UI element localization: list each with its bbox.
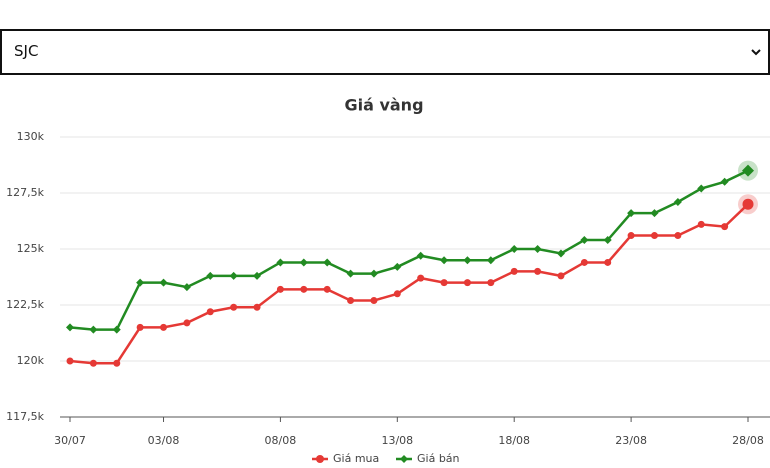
point (89, 359, 97, 367)
point (417, 274, 425, 282)
series-line (69, 169, 749, 331)
point (742, 198, 754, 210)
x-tick-label: 30/07 (54, 434, 86, 447)
point (160, 323, 168, 331)
x-tick-label: 13/08 (381, 434, 413, 447)
point (206, 308, 214, 316)
point (510, 245, 519, 253)
point (650, 232, 658, 240)
point (89, 325, 98, 334)
chevron (751, 49, 761, 56)
legend-label: Giá mua (333, 452, 379, 465)
point (136, 278, 145, 287)
y-tick-label: 120k (17, 354, 45, 367)
point (136, 323, 144, 331)
dropdown-value: SJC (14, 42, 39, 60)
point (300, 285, 308, 293)
point (697, 220, 705, 228)
x-tick-label: 18/08 (498, 434, 530, 447)
point (183, 319, 191, 327)
point (230, 303, 238, 311)
point (229, 271, 238, 280)
legend-label: Giá bán (417, 452, 460, 465)
point (323, 258, 332, 267)
point (463, 256, 472, 265)
point (440, 279, 448, 287)
legend-marker (400, 455, 408, 463)
point (370, 297, 378, 305)
point (66, 323, 74, 332)
chevron-path (751, 49, 761, 56)
point (580, 236, 589, 245)
point (534, 267, 542, 275)
point (627, 232, 635, 240)
series-line (69, 203, 749, 365)
point (393, 290, 401, 298)
point (556, 249, 565, 258)
point (603, 236, 612, 245)
x-tick-label: 08/08 (265, 434, 297, 447)
y-tick-label: 117,5k (6, 410, 44, 423)
point (346, 269, 355, 278)
point (323, 285, 331, 293)
point (697, 184, 706, 193)
point (393, 262, 402, 271)
point (487, 279, 495, 287)
point (557, 272, 565, 280)
y-tick-label: 125k (17, 242, 45, 255)
y-tick-label: 122,5k (6, 298, 44, 311)
point (369, 269, 378, 278)
x-tick-label: 23/08 (615, 434, 647, 447)
point (720, 177, 729, 186)
point (463, 279, 471, 287)
point (627, 209, 636, 218)
y-tick-label: 127,5k (6, 186, 44, 199)
point (440, 256, 449, 265)
legend-marker (316, 455, 324, 463)
point (674, 232, 682, 240)
point (347, 297, 355, 305)
point (721, 223, 729, 231)
point (299, 258, 308, 267)
point (276, 285, 284, 293)
point (276, 258, 285, 267)
point (580, 258, 588, 266)
point (206, 271, 215, 280)
point (253, 271, 262, 280)
point (416, 251, 425, 260)
point (182, 283, 191, 292)
y-tick-label: 130k (17, 130, 45, 143)
point (66, 357, 74, 365)
point (253, 303, 261, 311)
point (113, 359, 121, 367)
point (604, 258, 612, 266)
point (673, 197, 682, 206)
point (112, 325, 121, 334)
point (533, 245, 542, 253)
point (159, 278, 168, 287)
x-tick-label: 03/08 (148, 434, 180, 447)
point (742, 164, 754, 177)
chart-title: Giá vàng (344, 96, 423, 115)
point (650, 209, 659, 218)
point (510, 267, 518, 275)
x-tick-label: 28/08 (732, 434, 764, 447)
dropdown[interactable]: SJC (0, 29, 770, 75)
point (486, 256, 495, 265)
